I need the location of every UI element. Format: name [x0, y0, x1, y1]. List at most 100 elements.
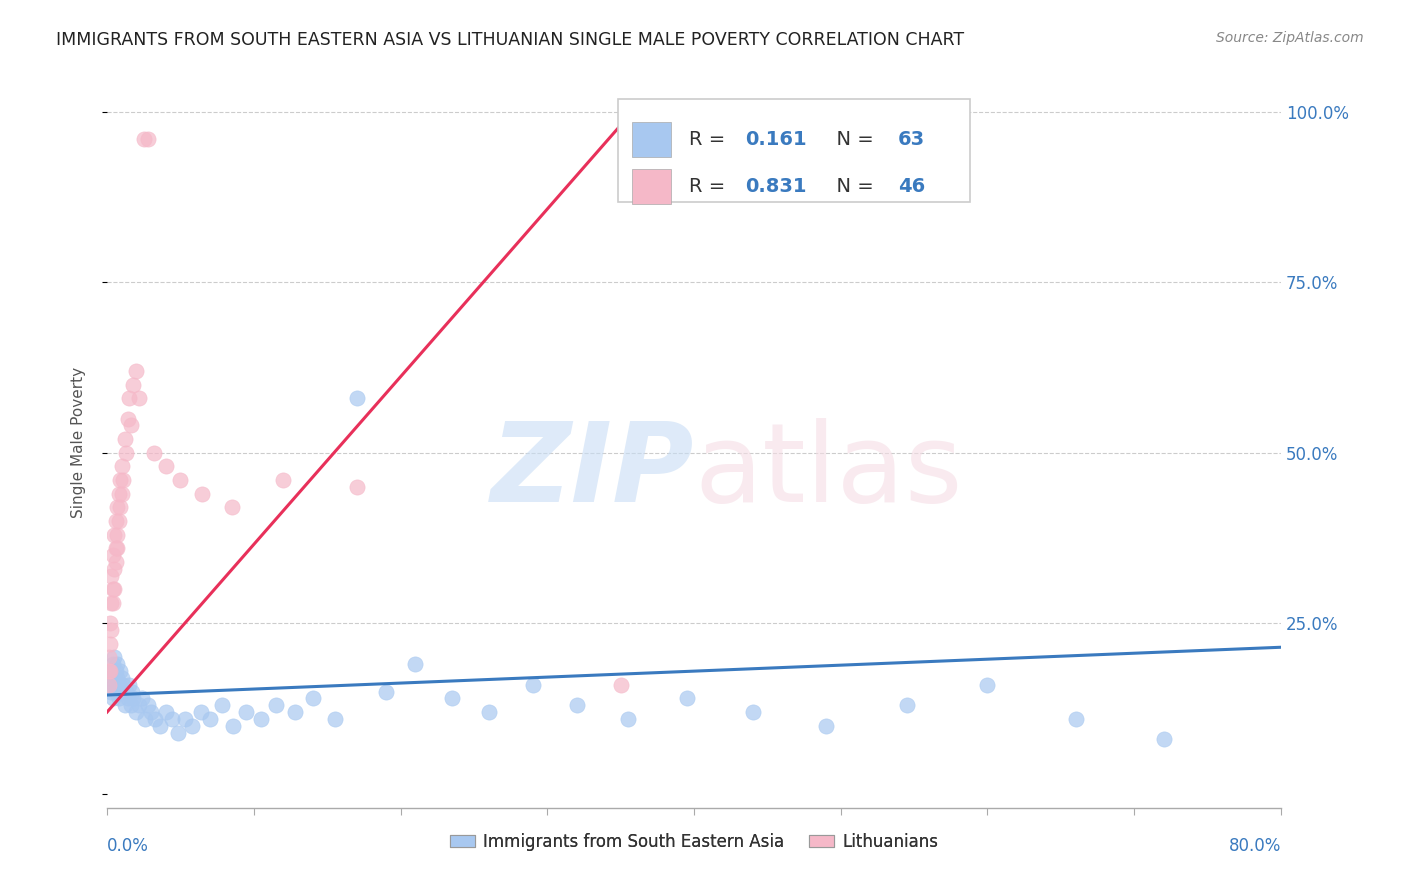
- Point: [117, 691, 139, 706]
- Point: [301, 691, 323, 706]
- Point: [115, 446, 138, 460]
- Point: [103, 562, 125, 576]
- Point: [101, 582, 124, 597]
- Point: [1064, 712, 1087, 726]
- Point: [143, 446, 166, 460]
- Point: [122, 691, 145, 706]
- Point: [134, 712, 156, 726]
- Point: [1153, 732, 1175, 747]
- Point: [155, 705, 177, 719]
- Point: [222, 719, 245, 733]
- Point: [114, 698, 136, 713]
- Point: [110, 500, 132, 515]
- Point: [122, 377, 145, 392]
- Point: [181, 719, 204, 733]
- Legend: Immigrants from South Eastern Asia, Lithuanians: Immigrants from South Eastern Asia, Lith…: [443, 826, 945, 858]
- Point: [112, 678, 135, 692]
- Point: [166, 725, 188, 739]
- Point: [125, 364, 148, 378]
- Point: [98, 678, 121, 692]
- Point: [323, 712, 346, 726]
- Point: [128, 391, 150, 405]
- Point: [284, 705, 307, 719]
- Point: [114, 432, 136, 446]
- Point: [173, 712, 195, 726]
- Point: [108, 486, 131, 500]
- Point: [97, 650, 120, 665]
- Point: [675, 691, 697, 706]
- Point: [145, 712, 167, 726]
- Point: [105, 527, 128, 541]
- Point: [97, 664, 120, 678]
- Point: [139, 705, 162, 719]
- Point: [101, 596, 124, 610]
- Point: [132, 132, 155, 146]
- Point: [160, 712, 183, 726]
- Text: ZIP: ZIP: [491, 418, 695, 525]
- Point: [98, 616, 121, 631]
- Point: [565, 698, 588, 713]
- Point: [815, 719, 838, 733]
- Text: Source: ZipAtlas.com: Source: ZipAtlas.com: [1216, 31, 1364, 45]
- Point: [440, 691, 463, 706]
- Point: [374, 684, 396, 698]
- Point: [104, 514, 127, 528]
- Point: [103, 582, 125, 597]
- Text: 63: 63: [898, 130, 925, 149]
- Point: [104, 664, 127, 678]
- Text: R =: R =: [689, 178, 731, 196]
- Point: [100, 684, 122, 698]
- Point: [169, 473, 191, 487]
- Point: [118, 678, 141, 692]
- Point: [101, 657, 124, 672]
- Point: [271, 473, 294, 487]
- Point: [100, 568, 122, 582]
- Point: [105, 541, 128, 556]
- Point: [104, 555, 127, 569]
- Point: [101, 691, 124, 706]
- Text: 0.831: 0.831: [745, 178, 807, 196]
- Point: [111, 486, 134, 500]
- Point: [976, 678, 998, 692]
- Point: [108, 514, 131, 528]
- Point: [741, 705, 763, 719]
- Point: [190, 705, 212, 719]
- Point: [100, 596, 122, 610]
- Point: [136, 132, 159, 146]
- Point: [125, 705, 148, 719]
- Point: [108, 691, 131, 706]
- Text: 0.161: 0.161: [745, 130, 807, 149]
- Point: [110, 473, 132, 487]
- Point: [103, 527, 125, 541]
- Point: [149, 719, 172, 733]
- Point: [111, 684, 134, 698]
- Point: [121, 684, 143, 698]
- Text: N =: N =: [824, 130, 880, 149]
- Point: [136, 698, 159, 713]
- Point: [111, 459, 134, 474]
- Point: [522, 678, 544, 692]
- Point: [105, 657, 128, 672]
- Point: [117, 411, 139, 425]
- Point: [98, 637, 121, 651]
- Point: [115, 684, 138, 698]
- Text: 80.0%: 80.0%: [1229, 837, 1281, 855]
- Text: atlas: atlas: [695, 418, 963, 525]
- Point: [105, 671, 128, 685]
- Point: [131, 691, 153, 706]
- Y-axis label: Single Male Poverty: Single Male Poverty: [72, 367, 86, 518]
- Point: [346, 391, 368, 405]
- Point: [211, 698, 233, 713]
- Point: [112, 473, 135, 487]
- Point: [264, 698, 287, 713]
- Point: [896, 698, 918, 713]
- Point: [108, 678, 131, 692]
- Point: [155, 459, 177, 474]
- Point: [609, 678, 631, 692]
- Point: [103, 650, 125, 665]
- Point: [98, 664, 121, 678]
- Point: [111, 671, 134, 685]
- Point: [100, 664, 122, 678]
- Point: [97, 678, 120, 692]
- Point: [104, 684, 127, 698]
